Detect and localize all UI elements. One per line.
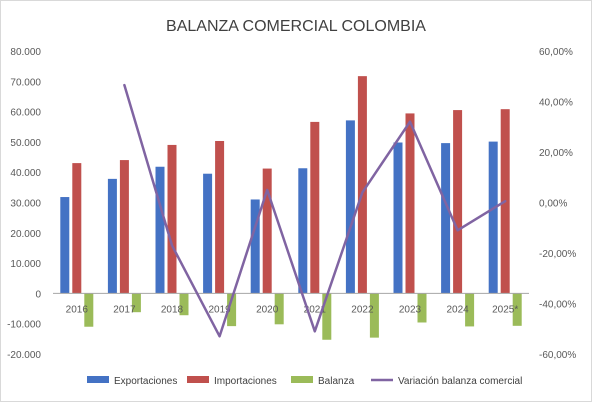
bar-exportaciones — [345, 120, 355, 294]
bar-importaciones — [72, 163, 82, 294]
right-tick-label: 20,00% — [539, 148, 573, 159]
legend-swatch — [187, 376, 209, 383]
left-tick-label: 60.000 — [10, 108, 41, 119]
variation-line-series — [123, 83, 507, 338]
bar-balanza — [84, 293, 94, 327]
bar-exportaciones — [203, 173, 213, 294]
legend-label: Importaciones — [214, 376, 277, 387]
bar-balanza — [465, 293, 475, 327]
right-tick-label: -60,00% — [539, 350, 576, 361]
category-label: 2024 — [446, 304, 469, 315]
bar-exportaciones — [155, 166, 165, 294]
bar-exportaciones — [250, 199, 260, 294]
left-tick-label: 70.000 — [10, 77, 41, 88]
right-tick-label: 0,00% — [539, 199, 567, 210]
category-label: 2018 — [161, 304, 184, 315]
bar-exportaciones — [107, 178, 117, 294]
category-label: 2016 — [66, 304, 89, 315]
category-labels: 2016 2017 2018 2019 2020 2021 2022 2023 2024 2025… — [66, 304, 519, 315]
left-tick-label: 80.000 — [10, 47, 41, 58]
bar-balanza — [322, 293, 332, 340]
bar-importaciones — [357, 76, 367, 294]
legend-swatch — [87, 376, 109, 383]
left-axis-ticks: 80.000 70.000 60.000 50.000 40.000 30.000 20.0… — [7, 47, 41, 361]
bar-importaciones — [405, 113, 415, 294]
variation-line — [123, 83, 507, 338]
left-tick-label: 0 — [35, 289, 41, 300]
bar-series — [60, 76, 522, 340]
bar-balanza — [131, 293, 141, 313]
bar-exportaciones — [441, 143, 451, 294]
left-tick-label: 40.000 — [10, 168, 41, 179]
right-tick-label: -40,00% — [539, 300, 576, 311]
legend-swatch — [291, 376, 313, 383]
bar-exportaciones — [60, 197, 70, 294]
legend-label: Exportaciones — [114, 376, 177, 387]
category-label: 2025* — [492, 304, 518, 315]
bar-importaciones — [167, 144, 177, 294]
left-tick-label: 30.000 — [10, 199, 41, 210]
left-tick-label: -20.000 — [7, 350, 41, 361]
right-tick-label: -20,00% — [539, 249, 576, 260]
left-tick-label: 10.000 — [10, 259, 41, 270]
category-label: 2021 — [304, 304, 327, 315]
category-label: 2017 — [113, 304, 136, 315]
right-axis-ticks: 60,00% 40,00% 20,00% 0,00% -20,00% -40,00% -60… — [539, 47, 576, 361]
left-tick-label: 20.000 — [10, 229, 41, 240]
right-tick-label: 40,00% — [539, 98, 573, 109]
bar-importaciones — [310, 121, 320, 294]
bar-balanza — [274, 293, 284, 325]
bar-importaciones — [453, 110, 463, 294]
left-tick-label: 50.000 — [10, 138, 41, 149]
bar-exportaciones — [488, 141, 498, 294]
bar-exportaciones — [393, 142, 403, 294]
bar-importaciones — [119, 160, 129, 294]
legend-label: Variación balanza comercial — [398, 376, 522, 387]
category-label: 2019 — [208, 304, 231, 315]
legend-label: Balanza — [318, 376, 355, 387]
bar-balanza — [369, 293, 379, 338]
category-label: 2020 — [256, 304, 279, 315]
left-tick-label: -10.000 — [7, 320, 41, 331]
right-tick-label: 60,00% — [539, 47, 573, 58]
bar-balanza — [227, 293, 237, 327]
category-label: 2022 — [351, 304, 374, 315]
chart-title: BALANZA COMERCIAL COLOMBIA — [166, 18, 426, 35]
legend: Exportaciones Importaciones Balanza Variaci… — [87, 376, 522, 387]
bar-exportaciones — [298, 168, 308, 294]
category-label: 2023 — [399, 304, 422, 315]
bar-importaciones — [262, 168, 272, 294]
bar-balanza — [512, 293, 522, 326]
bar-balanza — [417, 293, 427, 323]
bar-importaciones — [215, 140, 225, 294]
bar-balanza — [179, 293, 189, 316]
